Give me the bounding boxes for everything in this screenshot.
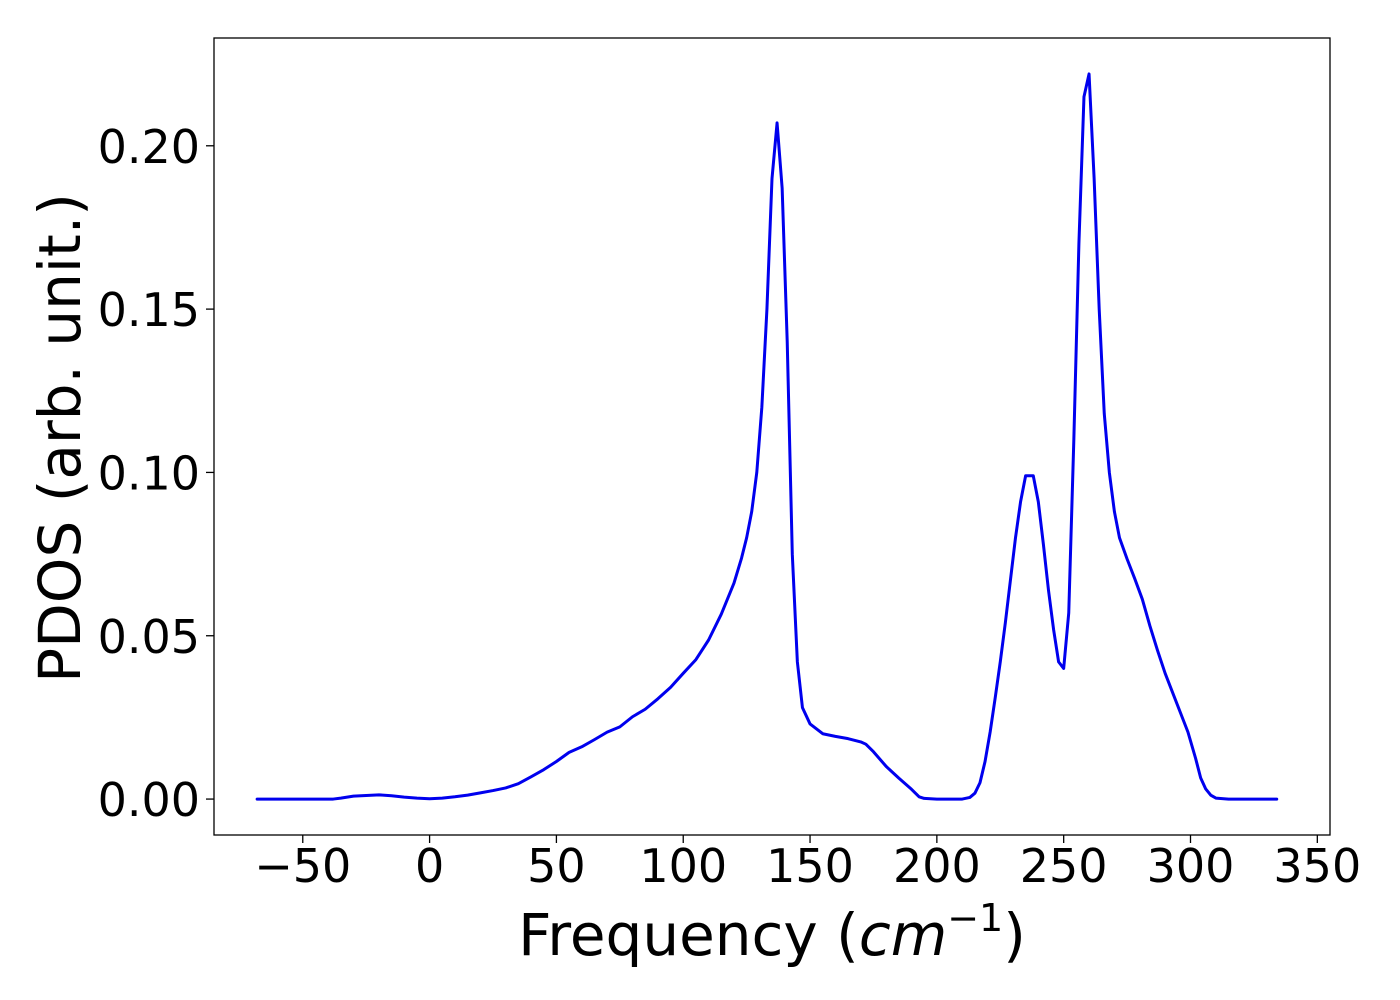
y-axis-ticks: 0.00 0.05 0.10 0.15 0.20	[98, 120, 214, 827]
x-tick-label: 100	[639, 839, 727, 893]
x-axis-label-unit: cm	[859, 901, 947, 969]
x-axis-label-prefix: Frequency (	[518, 901, 859, 969]
y-axis-label: PDOS (arb. unit.)	[26, 193, 94, 683]
x-axis-ticks: −50 0 50 100 150 200 250 300 350	[254, 835, 1361, 893]
y-tick-label: 0.05	[98, 610, 200, 664]
x-tick-label: 300	[1147, 839, 1235, 893]
x-tick-label: 250	[1020, 839, 1108, 893]
x-axis-label-suffix: )	[1003, 901, 1026, 969]
x-tick-label: −50	[254, 839, 351, 893]
x-axis-label: Frequency (cm−1)	[518, 896, 1026, 969]
x-axis-label-exponent: −1	[947, 896, 1003, 940]
y-tick-label: 0.10	[98, 446, 200, 500]
plot-frame	[213, 37, 1331, 836]
y-tick-label: 0.00	[98, 773, 200, 827]
y-tick-label: 0.20	[98, 120, 200, 174]
x-tick-label: 350	[1273, 839, 1361, 893]
x-tick-label: 0	[415, 839, 444, 893]
plot-area	[213, 37, 1331, 836]
x-tick-label: 50	[527, 839, 586, 893]
x-tick-label: 150	[766, 839, 854, 893]
x-tick-label: 200	[893, 839, 981, 893]
y-tick-label: 0.15	[98, 283, 200, 337]
pdos-series-line-0	[255, 72, 1279, 801]
